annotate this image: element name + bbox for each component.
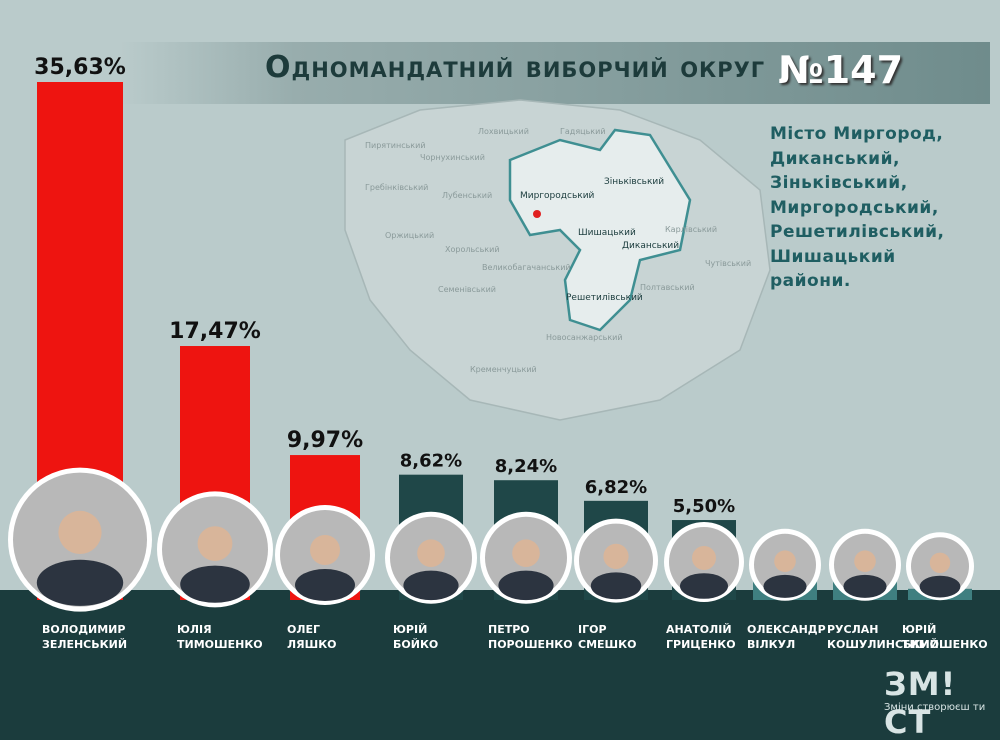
candidate-name: ІГОР СМЕШКО <box>578 623 637 651</box>
portrait-face <box>929 552 951 573</box>
portrait-body <box>498 570 554 601</box>
map-label: Великобагачанський <box>482 263 571 272</box>
value-label: 5,50% <box>673 496 735 517</box>
portrait-face <box>512 539 540 567</box>
candidate-name: ОЛЕКСАНДР ВІЛКУЛ <box>747 623 826 651</box>
portrait-face <box>774 550 796 572</box>
map-label: Зіньківський <box>604 177 664 187</box>
map-label: Хорольський <box>445 245 500 254</box>
footer-band <box>0 590 1000 740</box>
map-label: Шишацький <box>578 228 636 238</box>
candidate-name: ПЕТРО ПОРОШЕНКО <box>488 623 573 651</box>
map-label: Полтавський <box>640 283 695 292</box>
candidate-name: РУСЛАН КОШУЛИНСЬКИЙ <box>827 623 939 651</box>
map-label: Гребінківський <box>365 183 428 192</box>
portrait-face <box>197 526 233 561</box>
portrait-body <box>763 574 807 598</box>
value-label: 8,62% <box>400 451 462 472</box>
candidate-name: АНАТОЛІЙ ГРИЦЕНКО <box>666 623 736 651</box>
map <box>344 99 771 421</box>
portrait-body <box>295 569 355 601</box>
description: Місто Миргород, Диканський, Зіньківський… <box>770 124 945 291</box>
map-label: Кременчуцький <box>470 365 537 374</box>
portrait-body <box>843 574 887 598</box>
map-label: Миргородський <box>520 191 595 201</box>
title-banner <box>120 42 990 104</box>
map-label: Оржицький <box>385 231 434 240</box>
logo: ЗМ!СТ <box>884 665 957 740</box>
portrait-body <box>680 573 728 599</box>
candidate-name: ЮЛІЯ ТИМОШЕНКО <box>177 623 263 651</box>
portrait-face <box>854 550 876 572</box>
map-label: Лубенський <box>442 191 492 200</box>
portrait-body <box>590 572 642 600</box>
portrait-body <box>403 570 459 601</box>
portrait-body <box>180 565 250 603</box>
district-number: №147 <box>778 48 904 92</box>
value-label: 17,47% <box>169 319 261 344</box>
candidate-name: ОЛЕГ ЛЯШКО <box>287 623 337 651</box>
map-label: Новосанжарський <box>546 333 623 342</box>
portrait-body <box>919 575 961 598</box>
value-label: 9,97% <box>287 428 363 453</box>
candidate-name: ЮРІЙ ТИМОШЕНКО <box>902 623 988 651</box>
map-label: Семенівський <box>438 285 496 294</box>
candidate-name: ВОЛОДИМИР ЗЕЛЕНСЬКИЙ <box>42 623 128 651</box>
map-label: Решетилівський <box>566 293 643 303</box>
value-label: 8,24% <box>495 456 557 477</box>
map-label: Чорнухинський <box>420 153 485 162</box>
portrait-face <box>692 546 716 570</box>
portrait-face <box>310 535 340 565</box>
value-label: 6,82% <box>585 477 647 498</box>
candidate-name: ЮРІЙ БОЙКО <box>393 623 439 651</box>
map-label: Лохвицький <box>478 127 529 136</box>
portrait-face <box>603 543 629 570</box>
title: Одномандатний виборчий округ <box>265 50 766 85</box>
portrait-face <box>58 510 102 554</box>
logo-slogan: Зміни створюєш ти <box>884 702 986 713</box>
map-label: Гадяцький <box>560 127 606 136</box>
map-label: Диканський <box>622 241 679 251</box>
portrait-body <box>36 559 124 606</box>
value-label: 35,63% <box>34 55 126 80</box>
map-label: Чутівський <box>705 259 751 268</box>
map-label: Карлівський <box>665 225 717 234</box>
portrait-face <box>417 539 445 567</box>
map-label: Пирятинський <box>365 141 426 150</box>
